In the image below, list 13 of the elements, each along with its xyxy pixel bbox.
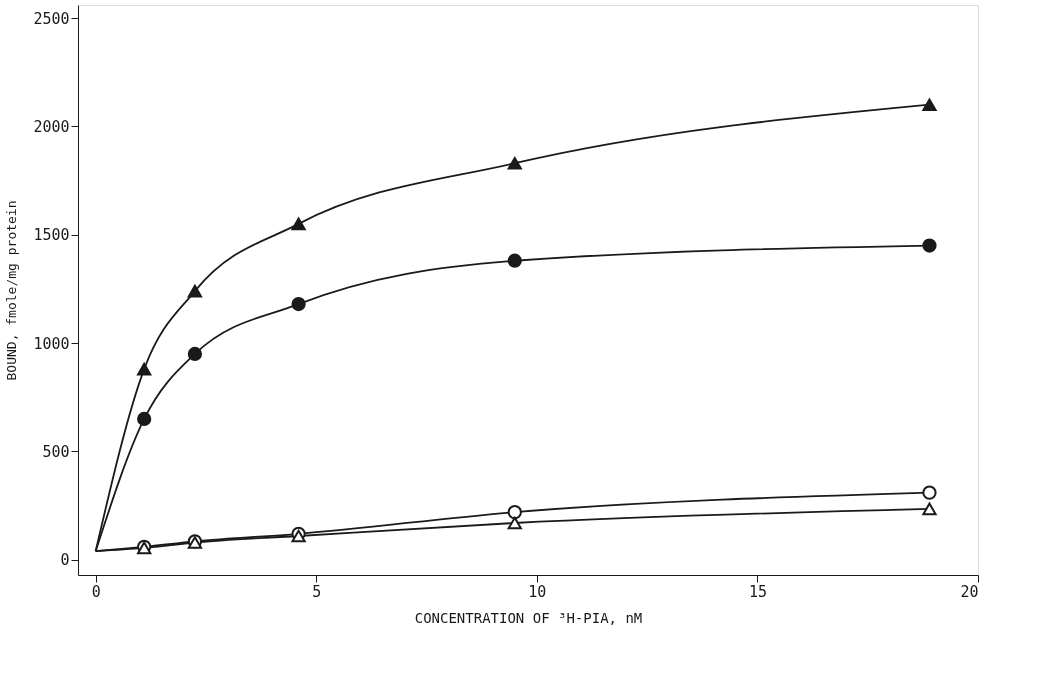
y-tick-label: 2500 xyxy=(33,9,70,28)
x-tick-label: 15 xyxy=(748,582,767,601)
y-tick-label: 2000 xyxy=(33,117,70,136)
x-tick-label: 0 xyxy=(91,582,101,601)
y-tick-label: 0 xyxy=(60,551,70,570)
y-tick-label: 1000 xyxy=(33,334,70,353)
y-axis-title: BOUND, fmole/mg protein xyxy=(4,200,20,381)
x-tick-label: 10 xyxy=(528,582,547,601)
x-axis-title: CONCENTRATION OF ³H-PIA, nM xyxy=(414,609,643,626)
x-tick-label: 5 xyxy=(312,582,322,601)
x-tick-label: 20 xyxy=(960,582,979,601)
y-tick-label: 500 xyxy=(42,442,70,461)
y-tick-label: 1500 xyxy=(33,226,70,245)
